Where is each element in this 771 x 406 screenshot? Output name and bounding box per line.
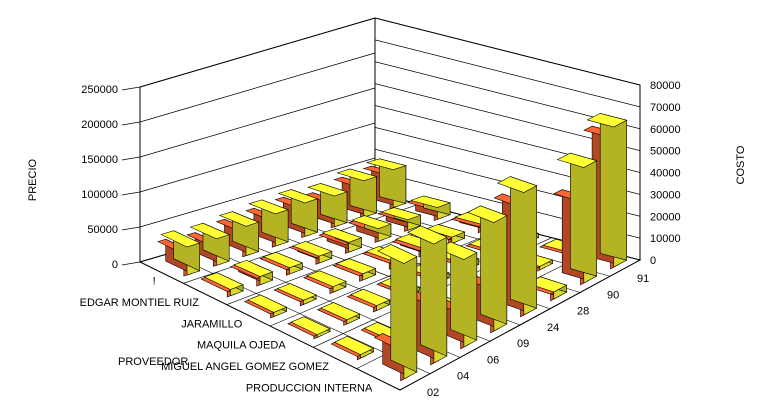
category-label: 90 <box>607 289 619 301</box>
precio-tick-label: 200000 <box>81 119 118 131</box>
precio-bar <box>526 276 568 300</box>
chart-bars <box>156 113 628 382</box>
costo-tick-label: 70000 <box>650 102 681 114</box>
proveedor-label: PRODUCCION INTERNA <box>246 382 373 394</box>
left-tick <box>121 261 141 266</box>
precio-bar <box>377 244 418 380</box>
costo-tick-label: 30000 <box>650 189 681 201</box>
proveedor-label: ! <box>153 276 156 288</box>
precio-bar <box>409 195 452 220</box>
proveedor-label: MAQUILA OJEDA <box>197 340 286 352</box>
precio-bar <box>349 288 391 311</box>
precio-bar <box>320 302 361 325</box>
costo-tick-label: 80000 <box>650 80 681 92</box>
precio-bar <box>586 113 628 268</box>
precio-axis-title: PRECIO <box>27 158 39 201</box>
precio-bar <box>306 270 347 293</box>
category-label: 02 <box>427 387 439 399</box>
precio-bar <box>277 189 319 237</box>
proveedor-label: JARAMILLO <box>181 318 243 330</box>
costo-tick-label: 40000 <box>650 168 681 180</box>
precio-bar <box>424 224 466 244</box>
costo-axis-title: COSTO <box>735 145 747 184</box>
precio-bar <box>247 294 288 318</box>
precio-bar <box>496 176 538 316</box>
precio-bar <box>321 228 363 253</box>
precio-bar <box>160 230 201 276</box>
right-gridline <box>374 39 641 108</box>
precio-bar <box>276 283 317 305</box>
left-gridline <box>139 122 376 193</box>
precio-bar <box>365 158 407 208</box>
right-gridline <box>374 17 641 86</box>
precio-bar <box>292 241 333 264</box>
precio-bar <box>407 225 448 364</box>
precio-bar <box>189 222 231 266</box>
precio-bar <box>290 316 331 338</box>
precio-bar <box>233 259 274 286</box>
precio-bar <box>333 335 375 359</box>
precio-bar <box>307 183 348 228</box>
category-label: 09 <box>517 338 529 350</box>
proveedor-axis-title: PROVEEDOR <box>118 356 188 368</box>
left-gridline <box>139 52 376 123</box>
left-tick <box>121 156 141 161</box>
precio-tick-label: 0 <box>112 259 118 271</box>
floor-col-line <box>139 261 401 391</box>
category-label: 06 <box>487 354 499 366</box>
precio-bar <box>218 211 260 257</box>
left-tick <box>121 121 141 126</box>
proveedor-label: EDGAR MONTIEL RUIZ <box>80 297 200 309</box>
costo-tick-label: 50000 <box>650 146 681 158</box>
precio-bar <box>262 251 304 275</box>
costo-tick-label: 20000 <box>650 211 681 223</box>
left-gridline <box>139 17 376 88</box>
left-tick <box>121 226 141 231</box>
category-label: 28 <box>577 306 589 318</box>
precio-tick-label: 50000 <box>87 224 118 236</box>
category-label: 24 <box>547 322 559 334</box>
precio-bar <box>336 168 378 218</box>
precio-tick-label: 150000 <box>81 154 118 166</box>
precio-bar <box>203 272 244 297</box>
category-label: 04 <box>457 371 469 383</box>
precio-bar <box>466 205 508 332</box>
chart-labels: 0500001000001500002000002500000100002000… <box>27 80 747 399</box>
precio-bar <box>350 215 392 242</box>
precio-bar <box>380 207 422 231</box>
left-gridline <box>139 87 376 158</box>
precio-bar <box>556 152 598 284</box>
category-label: 91 <box>637 273 649 285</box>
precio-bar <box>436 241 478 348</box>
left-gridline <box>139 157 376 228</box>
costo-tick-label: 0 <box>650 255 656 267</box>
precio-bar <box>335 258 377 281</box>
left-tick <box>121 191 141 196</box>
precio-tick-label: 250000 <box>81 84 118 96</box>
precio-tick-label: 100000 <box>81 189 118 201</box>
proveedor-label: MIGUEL ANGEL GOMEZ GOMEZ <box>161 361 329 373</box>
costo-tick-label: 60000 <box>650 124 681 136</box>
precio-bar <box>248 199 290 247</box>
left-tick <box>121 86 141 91</box>
costo-tick-label: 10000 <box>650 233 681 245</box>
